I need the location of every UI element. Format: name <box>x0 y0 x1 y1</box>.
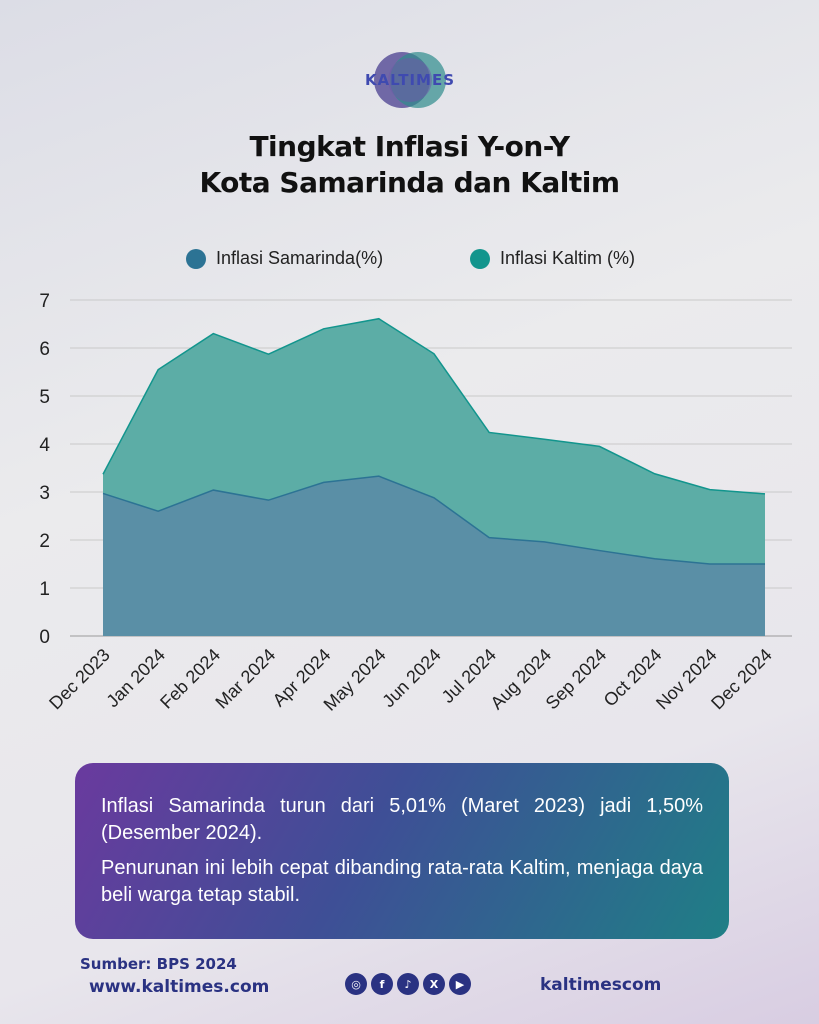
y-tick-label-7: 7 <box>39 291 50 312</box>
x-tick-label-0: Dec 2023 <box>45 645 114 714</box>
tiktok-icon[interactable]: ♪ <box>397 973 419 995</box>
info-paragraph-1: Inflasi Samarinda turun dari 5,01% (Mare… <box>101 795 703 844</box>
legend-label-kaltim: Inflasi Kaltim (%) <box>500 248 636 268</box>
x-icon[interactable]: X <box>423 973 445 995</box>
x-tick-label-9: Sep 2024 <box>542 645 611 714</box>
x-tick-label-3: Mar 2024 <box>211 645 279 713</box>
chart-legend: Inflasi Samarinda(%) Inflasi Kaltim (%) <box>0 248 819 274</box>
kaltimes-logo: KALTIMES <box>340 50 480 110</box>
y-tick-label-5: 5 <box>39 387 50 408</box>
legend-item-kaltim: Inflasi Kaltim (%) <box>470 248 635 269</box>
chart-title-line2: Kota Samarinda dan Kaltim <box>199 166 620 199</box>
x-tick-label-12: Dec 2024 <box>707 645 776 714</box>
instagram-icon[interactable]: ◎ <box>345 973 367 995</box>
chart-title-line1: Tingkat Inflasi Y-on-Y <box>249 130 570 163</box>
facebook-icon[interactable]: f <box>371 973 393 995</box>
y-tick-label-3: 3 <box>39 483 50 504</box>
website-link[interactable]: www.kaltimes.com <box>89 977 270 997</box>
social-icons: ◎ f ♪ X ▶ <box>345 973 471 995</box>
source-text: Sumber: BPS 2024 <box>80 955 237 973</box>
brand-name: KALTIMES <box>364 71 456 89</box>
info-box: Inflasi Samarinda turun dari 5,01% (Mare… <box>75 763 729 939</box>
legend-dot-kaltim <box>470 248 490 269</box>
y-tick-label-4: 4 <box>39 435 50 456</box>
legend-dot-samarinda <box>186 248 206 269</box>
x-tick-label-2: Feb 2024 <box>156 645 224 713</box>
legend-item-samarinda: Inflasi Samarinda(%) <box>186 248 383 269</box>
y-tick-label-6: 6 <box>39 339 50 360</box>
info-paragraph-2: Penurunan ini lebih cepat dibanding rata… <box>101 857 703 906</box>
area-samarinda <box>103 476 765 636</box>
social-handle[interactable]: kaltimescom <box>540 975 662 995</box>
y-tick-label-2: 2 <box>39 531 50 552</box>
legend-label-samarinda: Inflasi Samarinda(%) <box>216 248 384 268</box>
y-tick-label-0: 0 <box>39 627 50 648</box>
y-tick-label-1: 1 <box>39 579 50 600</box>
x-tick-label-6: Jun 2024 <box>378 645 445 712</box>
logo-circles-icon <box>374 52 446 108</box>
youtube-icon[interactable]: ▶ <box>449 973 471 995</box>
